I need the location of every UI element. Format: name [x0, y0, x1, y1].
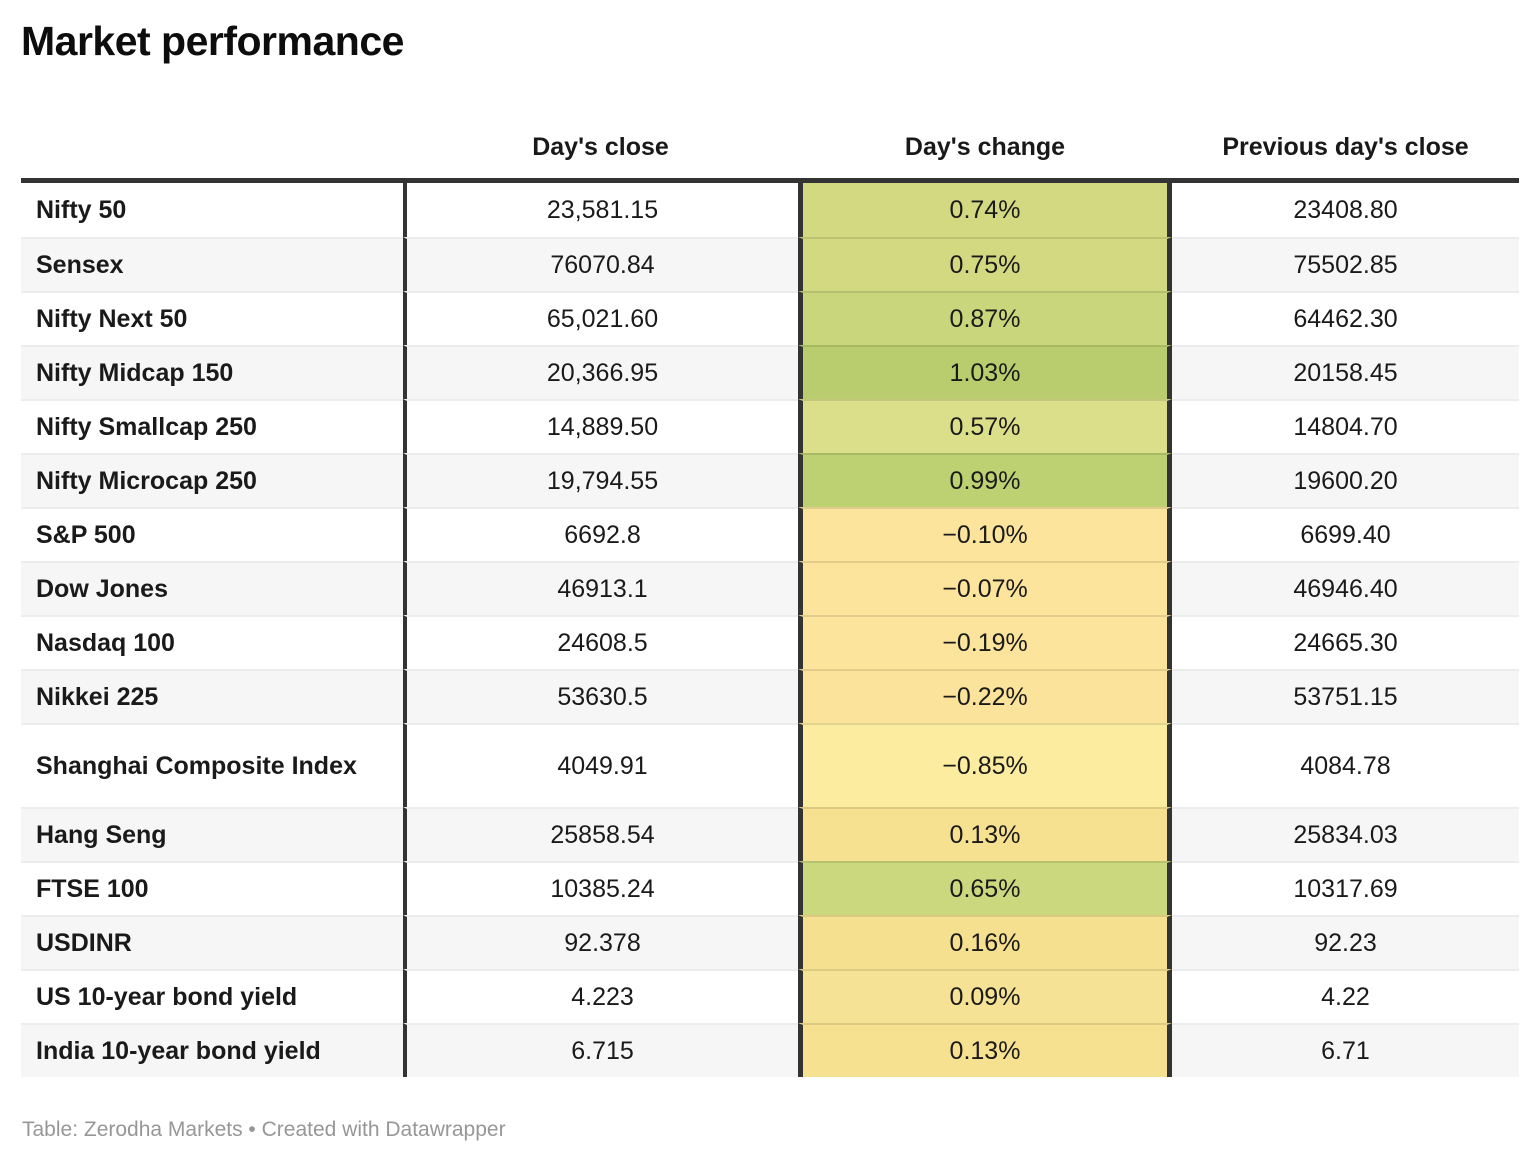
row-label: Nifty Next 50	[21, 291, 403, 345]
col-header-days-close: Day's close	[532, 133, 669, 161]
prev-close-cell: 75502.85	[1172, 237, 1519, 291]
page-title: Market performance	[21, 18, 404, 64]
days-change-cell: −0.19%	[798, 615, 1172, 669]
table-row-nifty-smallcap-250: Nifty Smallcap 250 14,889.50 0.57% 14804…	[21, 399, 1519, 453]
row-label: S&P 500	[21, 507, 403, 561]
days-close-cell: 10385.24	[403, 861, 798, 915]
days-change-cell: 0.99%	[798, 453, 1172, 507]
table-row-nikkei-225: Nikkei 225 53630.5 −0.22% 53751.15	[21, 669, 1519, 723]
row-label: Hang Seng	[21, 807, 403, 861]
attribution-footer: Table: Zerodha Markets • Created with Da…	[22, 1118, 506, 1141]
days-close-cell: 23,581.15	[403, 183, 798, 237]
prev-close-cell: 46946.40	[1172, 561, 1519, 615]
row-label: Sensex	[21, 237, 403, 291]
row-label: Nasdaq 100	[21, 615, 403, 669]
prev-close-cell: 64462.30	[1172, 291, 1519, 345]
days-change-cell: −0.22%	[798, 669, 1172, 723]
row-label: FTSE 100	[21, 861, 403, 915]
market-table: Nifty 50 23,581.15 0.74% 23408.80 Sensex…	[21, 178, 1519, 1077]
days-change-cell: 0.09%	[798, 969, 1172, 1023]
prev-close-cell: 23408.80	[1293, 195, 1398, 224]
days-close-cell: 20,366.95	[403, 345, 798, 399]
days-close-cell: 19,794.55	[403, 453, 798, 507]
table-row-nifty-50: Nifty 50 23,581.15 0.74% 23408.80	[21, 183, 1519, 237]
days-change-cell: −0.85%	[798, 723, 1172, 807]
table-row-nasdaq-100: Nasdaq 100 24608.5 −0.19% 24665.30	[21, 615, 1519, 669]
prev-close-cell: 53751.15	[1172, 669, 1519, 723]
prev-close-cell: 10317.69	[1172, 861, 1519, 915]
prev-close-cell: 19600.20	[1172, 453, 1519, 507]
prev-close-cell: 92.23	[1172, 915, 1519, 969]
prev-close-cell: 14804.70	[1172, 399, 1519, 453]
prev-close-cell: 25834.03	[1172, 807, 1519, 861]
row-label: Nifty Midcap 150	[21, 345, 403, 399]
row-label: Shanghai Composite Index	[21, 723, 403, 807]
table-row-usdinr: USDINR 92.378 0.16% 92.23	[21, 915, 1519, 969]
days-change-cell: −0.10%	[798, 507, 1172, 561]
days-change-cell: 0.87%	[798, 291, 1172, 345]
row-label: Nifty Smallcap 250	[21, 399, 403, 453]
col-header-days-change: Day's change	[904, 133, 1066, 161]
prev-close-cell: 6699.40	[1172, 507, 1519, 561]
prev-close-cell: 4.22	[1172, 969, 1519, 1023]
days-change-cell: 0.65%	[798, 861, 1172, 915]
days-close-cell: 6692.8	[403, 507, 798, 561]
days-close-cell: 65,021.60	[403, 291, 798, 345]
days-close-cell: 76070.84	[403, 237, 798, 291]
row-label: Dow Jones	[21, 561, 403, 615]
table-row-ftse-100: FTSE 100 10385.24 0.65% 10317.69	[21, 861, 1519, 915]
days-change-cell: 0.57%	[798, 399, 1172, 453]
row-label: USDINR	[21, 915, 403, 969]
table-row-sp-500: S&P 500 6692.8 −0.10% 6699.40	[21, 507, 1519, 561]
row-label: India 10-year bond yield	[21, 1023, 403, 1077]
prev-close-cell: 6.71	[1172, 1023, 1519, 1077]
table-row-nifty-next-50: Nifty Next 50 65,021.60 0.87% 64462.30	[21, 291, 1519, 345]
table-row-nifty-midcap-150: Nifty Midcap 150 20,366.95 1.03% 20158.4…	[21, 345, 1519, 399]
table-row-nifty-microcap-250: Nifty Microcap 250 19,794.55 0.99% 19600…	[21, 453, 1519, 507]
days-change-cell: 0.16%	[798, 915, 1172, 969]
days-close-cell: 92.378	[403, 915, 798, 969]
days-close-cell: 25858.54	[403, 807, 798, 861]
days-close-cell: 4049.91	[403, 723, 798, 807]
days-change-cell: 0.13%	[798, 807, 1172, 861]
days-close-cell: 53630.5	[403, 669, 798, 723]
table-row-hang-seng: Hang Seng 25858.54 0.13% 25834.03	[21, 807, 1519, 861]
row-label: Nifty 50	[36, 195, 127, 224]
prev-close-cell: 24665.30	[1172, 615, 1519, 669]
days-close-cell: 14,889.50	[403, 399, 798, 453]
table-row-sensex: Sensex 76070.84 0.75% 75502.85	[21, 237, 1519, 291]
table-row-shanghai-composite: Shanghai Composite Index 4049.91 −0.85% …	[21, 723, 1519, 807]
days-change-cell: 0.75%	[798, 237, 1172, 291]
prev-close-cell: 20158.45	[1172, 345, 1519, 399]
days-close-cell: 6.715	[403, 1023, 798, 1077]
col-header-empty	[21, 162, 403, 174]
days-close-cell: 24608.5	[403, 615, 798, 669]
prev-close-cell: 4084.78	[1172, 723, 1519, 807]
row-label: US 10-year bond yield	[21, 969, 403, 1023]
row-label: Nikkei 225	[21, 669, 403, 723]
col-header-previous-close: Previous day's close	[1222, 133, 1469, 161]
table-row-us-10y-bond: US 10-year bond yield 4.223 0.09% 4.22	[21, 969, 1519, 1023]
row-label: Nifty Microcap 250	[21, 453, 403, 507]
days-change-cell: 0.13%	[798, 1023, 1172, 1077]
table-row-india-10y-bond: India 10-year bond yield 6.715 0.13% 6.7…	[21, 1023, 1519, 1077]
days-change-cell: 1.03%	[798, 345, 1172, 399]
days-change-cell: 0.74%	[798, 183, 1172, 237]
table-row-dow-jones: Dow Jones 46913.1 −0.07% 46946.40	[21, 561, 1519, 615]
days-change-cell: −0.07%	[798, 561, 1172, 615]
days-close-cell: 46913.1	[403, 561, 798, 615]
table-header-row: Day's close Day's change Previous day's …	[21, 112, 1519, 174]
days-close-cell: 4.223	[403, 969, 798, 1023]
